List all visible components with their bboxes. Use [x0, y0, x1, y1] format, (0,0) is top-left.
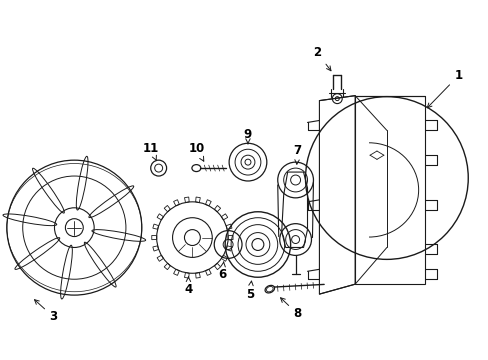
Text: 11: 11: [142, 142, 159, 160]
Text: 9: 9: [244, 128, 252, 144]
Text: 3: 3: [35, 300, 58, 323]
Text: 8: 8: [280, 298, 301, 320]
Text: 10: 10: [188, 142, 204, 161]
Text: 1: 1: [427, 69, 462, 108]
Text: 2: 2: [313, 46, 330, 71]
Text: 5: 5: [245, 281, 254, 301]
Text: 6: 6: [218, 262, 226, 281]
Text: 7: 7: [293, 144, 301, 164]
Text: 4: 4: [184, 277, 192, 296]
